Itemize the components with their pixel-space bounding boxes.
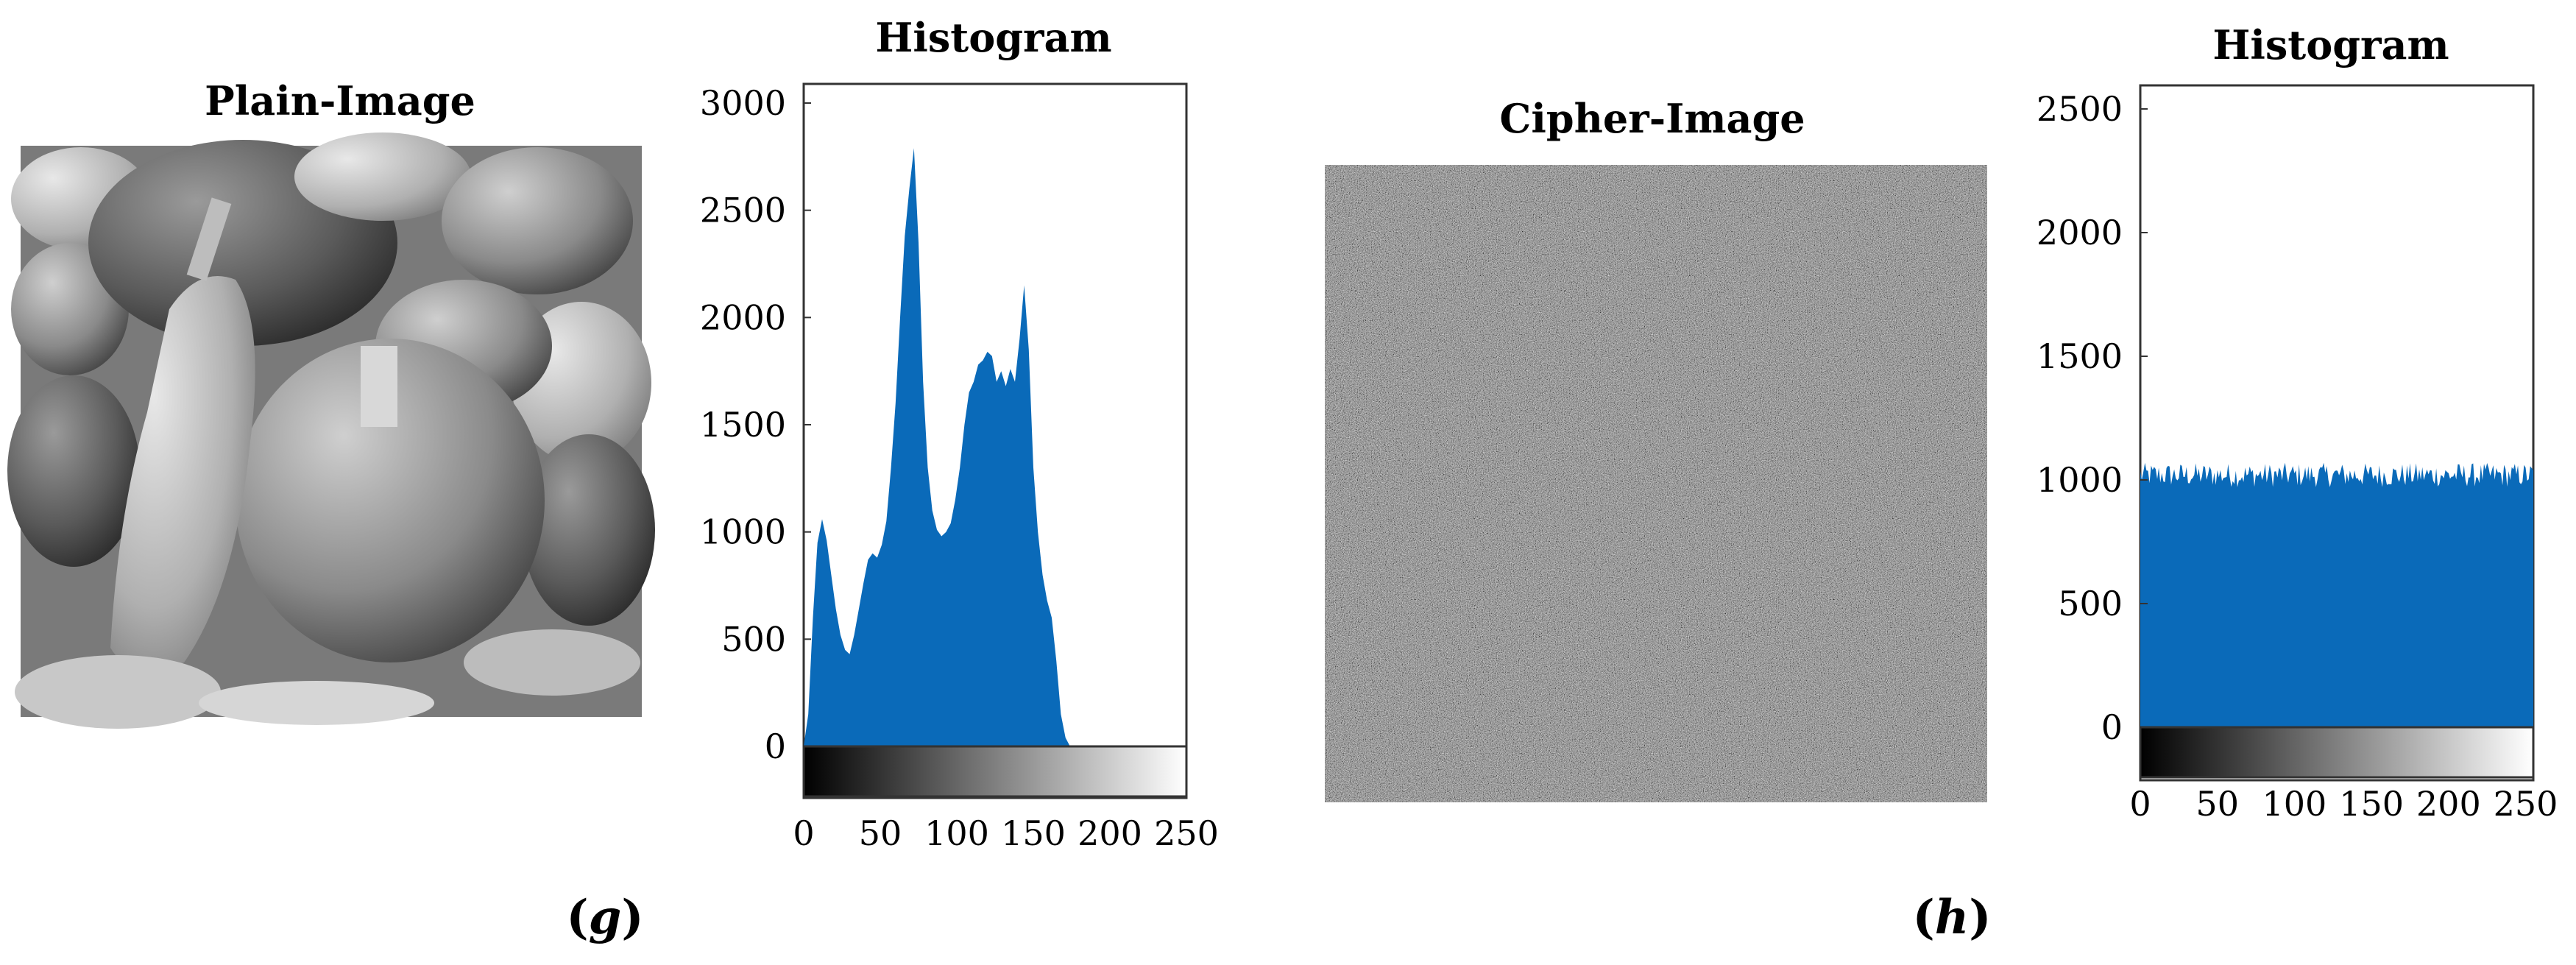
histogram-h-xtick-label: 0 xyxy=(2129,784,2151,824)
histogram-g-xtick-label: 250 xyxy=(1154,813,1219,853)
histogram-g-area xyxy=(804,148,1139,746)
histogram-g-xtick-label: 50 xyxy=(859,813,902,853)
peppers-photo-icon xyxy=(7,132,655,729)
plain-image-title: Plain-Image xyxy=(205,77,475,124)
svg-text:(h): (h) xyxy=(1912,890,1991,945)
histogram-h-xtick-label: 250 xyxy=(2494,784,2558,824)
histogram-g-xtick-label: 150 xyxy=(1001,813,1066,853)
histogram-g-ytick-label: 500 xyxy=(721,619,786,659)
svg-text:(g): (g) xyxy=(566,890,643,945)
histogram-g-xtick-label: 0 xyxy=(793,813,814,853)
histogram-h-ytick-label: 2500 xyxy=(2037,89,2123,129)
histogram-h-grayscale-bar xyxy=(2139,726,2535,779)
histogram-h-ytick-label: 1000 xyxy=(2037,460,2123,500)
histogram-h-ytick-label: 500 xyxy=(2058,584,2123,623)
histogram-g-title: Histogram xyxy=(875,14,1111,61)
histogram-h-ytick-label: 2000 xyxy=(2037,213,2123,252)
histogram-h-ytick-label: 1500 xyxy=(2037,336,2123,376)
histogram-g-ytick-label: 1500 xyxy=(700,405,786,445)
histogram-h-chart: 0 500 1000 1500 2000 2500 0 50 100 150 200 250 xyxy=(2037,84,2558,824)
histogram-h-ytick-label: 0 xyxy=(2101,707,2123,747)
histogram-g-ytick-label: 2500 xyxy=(700,191,786,230)
histogram-g-ytick-label: 3000 xyxy=(700,83,786,123)
histogram-g-ytick-label: 0 xyxy=(765,727,786,766)
histogram-h-xtick-label: 100 xyxy=(2262,784,2327,824)
histogram-h-xtick-label: 150 xyxy=(2339,784,2404,824)
panel-label-h: (h) xyxy=(1912,890,1991,945)
histogram-h-title: Histogram xyxy=(2212,21,2449,68)
histogram-g-grayscale-bar xyxy=(802,745,1188,798)
histogram-g-ytick-label: 2000 xyxy=(700,297,786,337)
histogram-h-area xyxy=(2140,462,2533,727)
histogram-g-xtick-label: 200 xyxy=(1078,813,1142,853)
cipher-image-title: Cipher-Image xyxy=(1499,95,1805,142)
histogram-g-xtick-label: 100 xyxy=(924,813,989,853)
histogram-g-chart: 0 500 1000 1500 2000 2500 3000 0 50 100 150 200 250 xyxy=(700,82,1219,853)
panel-label-g: (g) xyxy=(566,890,643,945)
noise-photo-icon xyxy=(1325,165,1987,802)
histogram-h-xtick-label: 50 xyxy=(2195,784,2239,824)
histogram-g-ytick-label: 1000 xyxy=(700,512,786,552)
histogram-h-xtick-label: 200 xyxy=(2416,784,2481,824)
